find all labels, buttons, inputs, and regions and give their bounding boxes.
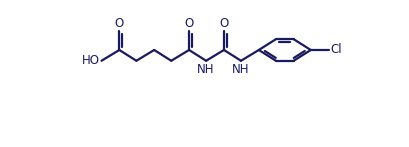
Text: O: O <box>115 17 124 30</box>
Text: NH: NH <box>232 63 250 76</box>
Text: O: O <box>219 17 229 30</box>
Text: O: O <box>184 17 194 30</box>
Text: NH: NH <box>198 63 215 76</box>
Text: Cl: Cl <box>330 44 342 56</box>
Text: HO: HO <box>82 54 100 67</box>
